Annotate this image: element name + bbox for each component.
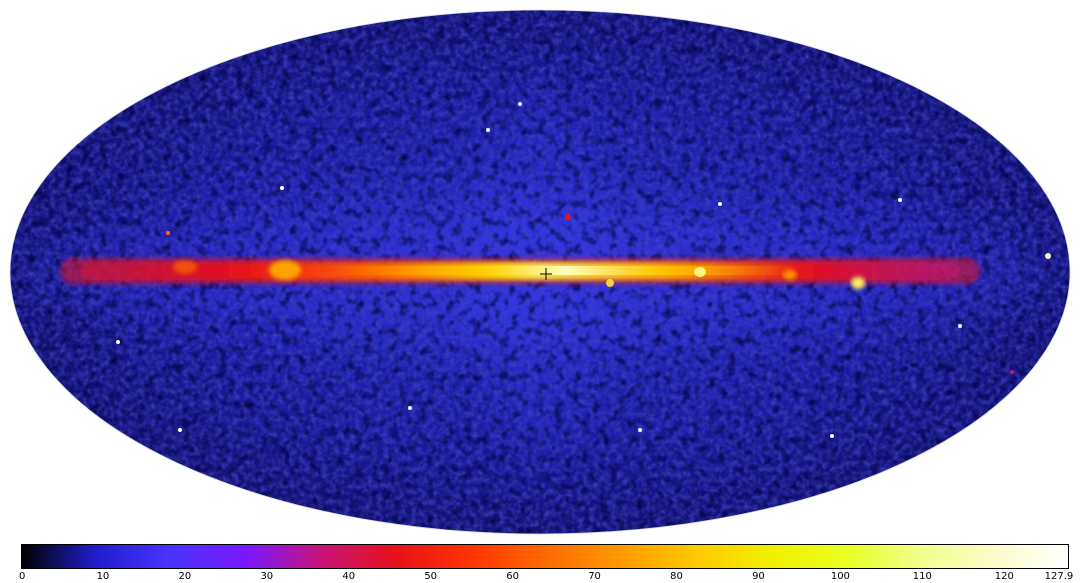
colorbar-tick-label: 30: [260, 571, 274, 582]
colorbar-tick-label: 100: [830, 571, 850, 582]
colorbar-tick-label: 60: [506, 571, 519, 582]
colorbar-tick-label: 80: [670, 571, 683, 582]
colorbar-tick-label: 120: [994, 571, 1014, 582]
colorbar-tick-label: 10: [96, 571, 110, 582]
center-marker: [540, 268, 552, 280]
colorbar-tick-label: 20: [178, 571, 192, 582]
colorbar: [21, 544, 1069, 569]
map-outline: [9, 9, 1071, 535]
colorbar-tick-label: 110: [912, 571, 932, 582]
colorbar-tick-label: 70: [588, 571, 601, 582]
map-ellipse: [10, 10, 1070, 534]
colorbar-tick-label: 0: [19, 571, 26, 582]
colorbar-tick-label: 40: [342, 571, 356, 582]
galactic-plane: [60, 258, 980, 289]
point-sources: [116, 102, 1051, 438]
all-sky-map: [9, 9, 1071, 535]
colorbar-tick-label: 90: [752, 571, 765, 582]
colorbar-tick-label: 127.9: [1044, 571, 1074, 582]
colorbar-tick-label: 50: [424, 571, 438, 582]
